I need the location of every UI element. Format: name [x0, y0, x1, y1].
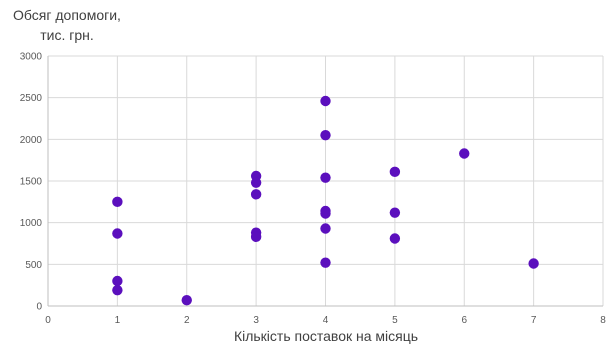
x-tick-label: 8	[600, 315, 606, 326]
y-tick-label: 3000	[20, 52, 43, 63]
data-point	[528, 258, 539, 269]
data-point	[112, 275, 123, 287]
data-point	[112, 196, 123, 208]
data-point	[112, 228, 123, 239]
data-point	[250, 177, 262, 188]
y-tick-label: 1500	[20, 177, 43, 188]
data-point	[181, 294, 192, 306]
data-point	[250, 231, 262, 243]
x-tick-label: 5	[392, 315, 398, 326]
y-axis-title-line1: Обсяг допомоги,	[13, 7, 121, 23]
tick-labels: 0 500 1000 1500 2000 2500 3000 0 1 2 3 4 5 6 7 8	[20, 52, 606, 327]
y-axis-title-line2: тис. грн.	[40, 27, 94, 43]
data-point	[320, 223, 331, 234]
data-point	[112, 284, 123, 296]
axes	[47, 56, 603, 307]
data-point	[320, 129, 331, 141]
data-points	[112, 95, 539, 306]
y-tick-label: 1000	[20, 218, 43, 229]
x-tick-label: 6	[461, 315, 467, 326]
data-point	[459, 148, 470, 159]
x-tick-label: 3	[253, 315, 259, 326]
data-point	[320, 172, 331, 183]
y-tick-label: 2500	[20, 93, 43, 104]
data-point	[250, 189, 262, 200]
x-tick-label: 1	[115, 315, 121, 326]
x-tick-label: 4	[323, 315, 329, 326]
data-point	[320, 208, 331, 219]
data-point	[389, 166, 401, 178]
data-point	[320, 257, 331, 268]
y-tick-label: 0	[36, 302, 42, 313]
data-point	[320, 95, 331, 107]
x-tick-label: 0	[45, 315, 51, 326]
x-tick-label: 2	[184, 315, 190, 326]
data-point	[389, 207, 401, 218]
x-tick-label: 7	[531, 315, 537, 326]
y-tick-label: 500	[25, 260, 42, 271]
x-axis-title: Кількість поставок на місяць	[234, 328, 418, 344]
data-point	[389, 233, 401, 244]
y-tick-label: 2000	[20, 135, 43, 146]
